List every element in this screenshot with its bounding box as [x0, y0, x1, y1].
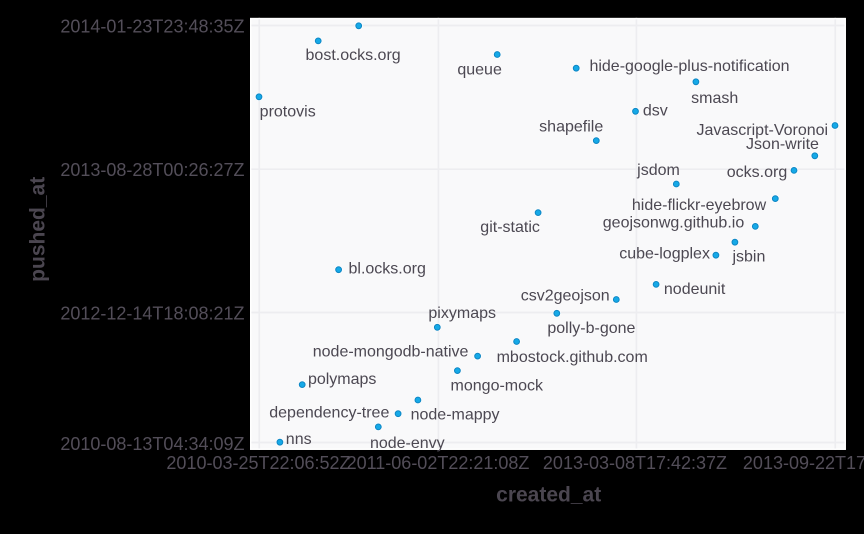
svg-text:hide-flickr-eyebrow: hide-flickr-eyebrow: [632, 197, 767, 214]
svg-text:node-envy: node-envy: [370, 435, 445, 452]
svg-text:csv2geojson: csv2geojson: [521, 288, 610, 305]
svg-text:nns: nns: [286, 431, 312, 448]
svg-text:dsv: dsv: [643, 103, 668, 120]
svg-text:2013-03-08T17:42:37Z: 2013-03-08T17:42:37Z: [543, 453, 727, 473]
svg-text:dependency-tree: dependency-tree: [269, 405, 389, 422]
svg-text:node-mappy: node-mappy: [411, 406, 500, 423]
svg-text:Javascript-Voronoi: Javascript-Voronoi: [696, 122, 828, 139]
svg-text:nodeunit: nodeunit: [664, 281, 726, 298]
svg-text:node-mongodb-native: node-mongodb-native: [313, 344, 469, 361]
svg-text:2014-01-23T23:48:35Z: 2014-01-23T23:48:35Z: [60, 16, 244, 36]
svg-text:2010-08-13T04:34:09Z: 2010-08-13T04:34:09Z: [60, 434, 244, 454]
svg-text:protovis: protovis: [260, 104, 316, 121]
svg-text:polymaps: polymaps: [308, 371, 376, 388]
svg-text:Json-write: Json-write: [746, 136, 819, 153]
svg-text:ocks.org: ocks.org: [727, 164, 787, 181]
svg-text:bl.ocks.org: bl.ocks.org: [349, 261, 426, 278]
svg-text:bost.ocks.org: bost.ocks.org: [306, 47, 401, 64]
svg-text:hide-google-plus-notification: hide-google-plus-notification: [589, 58, 789, 75]
svg-text:mbostock.github.com: mbostock.github.com: [497, 349, 648, 366]
svg-text:shapefile: shapefile: [539, 119, 603, 136]
svg-text:2012-12-14T18:08:21Z: 2012-12-14T18:08:21Z: [60, 304, 244, 324]
svg-text:geojsonwg.github.io: geojsonwg.github.io: [603, 215, 745, 232]
svg-text:jsbin: jsbin: [731, 249, 765, 266]
svg-text:2013-08-28T00:26:27Z: 2013-08-28T00:26:27Z: [60, 160, 244, 180]
svg-text:polly-b-gone: polly-b-gone: [547, 320, 635, 337]
svg-text:created_at: created_at: [496, 483, 601, 506]
svg-text:pushed_at: pushed_at: [27, 177, 50, 282]
svg-text:mongo-mock: mongo-mock: [451, 378, 544, 395]
svg-text:cube-logplex: cube-logplex: [619, 246, 710, 263]
svg-text:queue: queue: [457, 62, 502, 79]
svg-text:smash: smash: [691, 90, 738, 107]
svg-text:git-static: git-static: [480, 219, 540, 236]
svg-text:jsdom: jsdom: [636, 162, 680, 179]
svg-text:2013-09-22T17:59:46Z: 2013-09-22T17:59:46Z: [743, 453, 864, 473]
svg-text:2010-03-25T22:06:52Z: 2010-03-25T22:06:52Z: [166, 453, 350, 473]
svg-text:2011-06-02T22:21:08Z: 2011-06-02T22:21:08Z: [347, 453, 530, 473]
svg-text:pixymaps: pixymaps: [428, 305, 496, 322]
